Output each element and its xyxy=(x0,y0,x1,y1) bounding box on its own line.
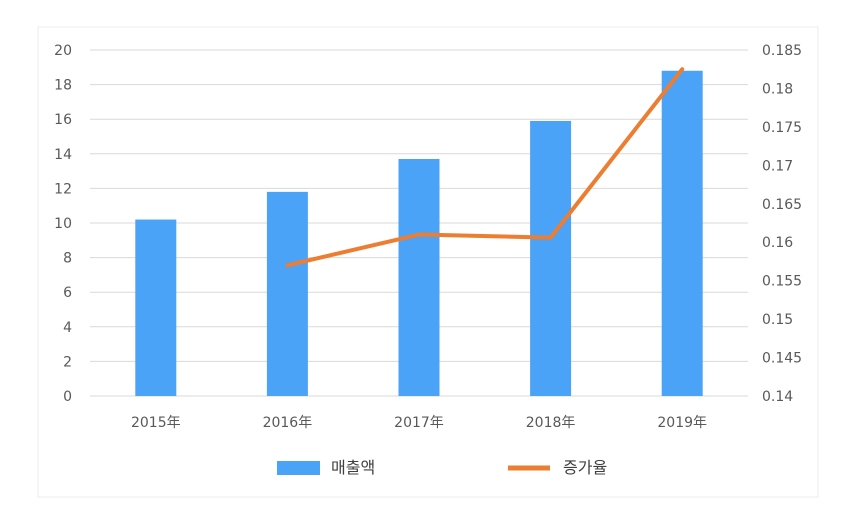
y-right-tick-label: 0.175 xyxy=(762,120,802,136)
y-right-tick-label: 0.15 xyxy=(762,312,793,328)
bar-2016年 xyxy=(267,192,308,396)
x-tick-label: 2019年 xyxy=(657,415,707,431)
bar-2015年 xyxy=(135,220,176,396)
y-left-tick-label: 4 xyxy=(63,320,72,336)
y-left-tick-label: 6 xyxy=(63,285,72,301)
y-left-tick-label: 10 xyxy=(54,216,72,232)
y-right-tick-label: 0.18 xyxy=(762,81,793,97)
y-left-tick-label: 2 xyxy=(63,354,72,370)
y-left-tick-label: 8 xyxy=(63,251,72,267)
y-right-tick-label: 0.14 xyxy=(762,389,793,405)
x-tick-label: 2015年 xyxy=(131,415,181,431)
y-right-tick-label: 0.155 xyxy=(762,274,802,290)
y-left-tick-label: 20 xyxy=(54,43,72,59)
legend-label-line: 증가율 xyxy=(563,458,607,477)
y-left-tick-label: 16 xyxy=(54,112,72,128)
bar-2019年 xyxy=(662,71,703,396)
legend-label-bar: 매출액 xyxy=(331,458,375,477)
y-right-tick-label: 0.16 xyxy=(762,235,793,251)
y-right-tick-label: 0.165 xyxy=(762,197,802,213)
y-right-tick-label: 0.17 xyxy=(762,158,793,174)
y-right-tick-label: 0.145 xyxy=(762,351,802,367)
legend-swatch-bar xyxy=(277,461,320,475)
y-left-tick-label: 0 xyxy=(63,389,72,405)
bar-2018年 xyxy=(530,121,571,396)
x-tick-label: 2016年 xyxy=(263,415,313,431)
x-tick-label: 2018年 xyxy=(526,415,576,431)
bar-2017年 xyxy=(399,159,440,396)
x-tick-label: 2017年 xyxy=(394,415,444,431)
y-left-tick-label: 14 xyxy=(54,147,72,163)
y-right-tick-label: 0.185 xyxy=(762,43,802,59)
y-left-tick-label: 18 xyxy=(54,78,72,94)
y-left-tick-label: 12 xyxy=(54,181,72,197)
